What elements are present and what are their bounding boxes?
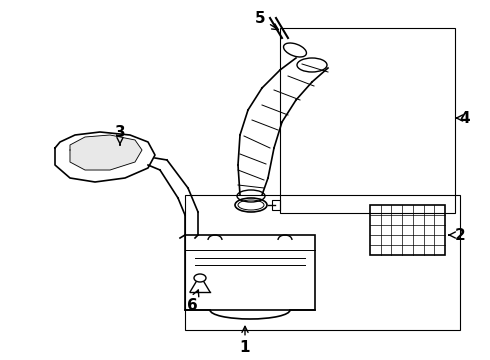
Text: 6: 6 bbox=[187, 290, 199, 312]
Text: 5: 5 bbox=[255, 10, 278, 30]
Bar bbox=[370, 205, 445, 255]
Text: 3: 3 bbox=[115, 125, 125, 145]
Text: 4: 4 bbox=[456, 111, 470, 126]
Bar bbox=[272, 200, 280, 210]
Bar bbox=[185, 195, 460, 330]
Text: 1: 1 bbox=[240, 326, 250, 356]
Bar bbox=[185, 235, 315, 310]
Polygon shape bbox=[70, 135, 142, 170]
Bar bbox=[280, 28, 455, 213]
Text: 2: 2 bbox=[449, 228, 466, 243]
Polygon shape bbox=[55, 132, 155, 182]
